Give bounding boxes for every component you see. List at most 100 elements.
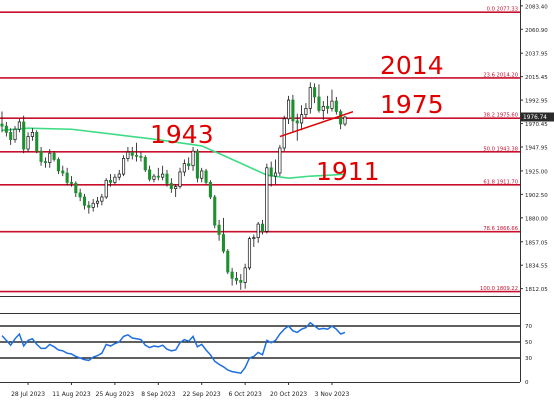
- candle-body-up: [304, 108, 308, 115]
- oscillator-tick-label: 0: [525, 380, 529, 386]
- candle-body-down: [260, 223, 265, 232]
- candle: [230, 267, 234, 286]
- candle-body-down: [43, 161, 47, 163]
- candle: [234, 272, 238, 285]
- candle: [295, 113, 299, 141]
- candle: [243, 263, 247, 289]
- current-price-label: 1976.74: [523, 115, 547, 121]
- candle-body-down: [139, 155, 143, 158]
- candle: [182, 159, 186, 177]
- candle-body-up: [48, 152, 52, 163]
- candle-body-down: [326, 105, 330, 109]
- candle-body-down: [52, 152, 56, 160]
- candle: [247, 236, 252, 270]
- fib-level-label: 61.8 1911.70: [483, 179, 518, 185]
- candle: [300, 105, 304, 131]
- oscillator-tick-label: 30: [525, 356, 532, 362]
- candle-body-up: [256, 223, 260, 238]
- fib-level-label: 50.0 1943.38: [483, 146, 518, 152]
- candles: [0, 82, 347, 290]
- candle-body-down: [22, 121, 26, 150]
- candle: [43, 157, 47, 168]
- candle: [139, 152, 143, 162]
- candle: [330, 89, 334, 112]
- candle: [17, 118, 21, 133]
- y-tick-label: 1902.50: [525, 193, 548, 199]
- y-tick-label: 2083.40: [525, 4, 548, 10]
- candle-body-down: [78, 192, 82, 198]
- candle-body-up: [287, 99, 291, 120]
- candle-body-up: [26, 136, 30, 150]
- candle-body-down: [35, 132, 39, 152]
- candle-body-up: [122, 158, 126, 175]
- candle: [152, 174, 156, 183]
- candle-body-down: [230, 271, 234, 279]
- candle: [65, 167, 69, 186]
- candle-body-down: [143, 157, 147, 171]
- candle: [9, 128, 13, 145]
- candle-body-up: [161, 173, 165, 178]
- y-tick-label: 1857.05: [525, 240, 548, 246]
- candle-body-up: [321, 105, 325, 111]
- candle-body-down: [208, 182, 212, 198]
- annotation-label: 1943: [150, 120, 214, 149]
- candle-body-down: [135, 154, 139, 157]
- candle: [156, 167, 160, 181]
- candle-body-up: [247, 238, 252, 269]
- candle: [282, 115, 286, 152]
- candle: [122, 155, 126, 177]
- fib-level-label: 23.6 2014.20: [483, 72, 518, 78]
- candle-body-down: [109, 179, 113, 183]
- annotation-label: 1975: [380, 90, 444, 119]
- candle-body-up: [178, 171, 182, 187]
- candle: [39, 146, 43, 166]
- candle: [313, 83, 317, 104]
- candle: [343, 115, 347, 127]
- candle: [239, 274, 243, 290]
- candle: [273, 159, 278, 185]
- candle: [265, 163, 269, 234]
- y-tick-label: 1880.00: [525, 216, 548, 222]
- x-tick-label: 28 Jul 2023: [11, 391, 45, 398]
- candle: [78, 188, 82, 202]
- candle: [226, 249, 230, 275]
- candle-body-down: [156, 175, 160, 178]
- candle: [35, 130, 39, 154]
- fib-level-label: 0.0 2077.33: [487, 7, 518, 13]
- candle: [165, 169, 169, 187]
- candle-body-up: [13, 128, 17, 141]
- candle-body-up: [91, 202, 95, 208]
- candle: [91, 199, 95, 212]
- candle: [200, 167, 204, 183]
- candle-body-down: [74, 183, 78, 194]
- candle-body-down: [313, 87, 317, 98]
- candle-body-up: [104, 179, 108, 198]
- candle-body-down: [295, 120, 299, 124]
- candle: [117, 169, 121, 181]
- candle-body-down: [61, 170, 65, 174]
- candle-body-down: [87, 204, 91, 208]
- current-price-box: [521, 112, 554, 122]
- candle-body-down: [217, 224, 221, 235]
- candle: [208, 180, 212, 200]
- candle: [48, 149, 52, 168]
- candle-body-down: [148, 169, 152, 180]
- candle: [308, 82, 312, 114]
- fib-level-label: 100.0 1809.22: [480, 286, 518, 292]
- candle: [334, 96, 338, 115]
- candle: [195, 149, 199, 183]
- candle-body-up: [191, 150, 195, 167]
- candle: [113, 174, 117, 185]
- annotation-label: 1911: [316, 157, 380, 186]
- moving-average-line: [1, 127, 346, 180]
- candle: [22, 115, 26, 154]
- candle: [174, 184, 178, 197]
- candle: [221, 217, 225, 254]
- candle: [109, 174, 113, 187]
- x-axis-labels: 28 Jul 2023 11 Aug 2023 25 Aug 2023 8 Sep 2…: [11, 382, 349, 398]
- candle: [213, 194, 217, 229]
- x-tick-label: 6 Oct 2023: [228, 391, 261, 398]
- candle: [130, 146, 134, 160]
